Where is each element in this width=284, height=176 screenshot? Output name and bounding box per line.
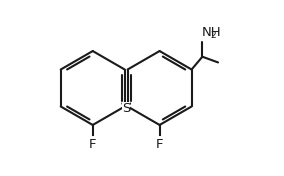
Text: F: F <box>89 138 97 151</box>
Text: S: S <box>122 102 130 115</box>
Text: NH: NH <box>201 26 221 39</box>
Text: 2: 2 <box>210 31 216 40</box>
Text: F: F <box>156 138 163 151</box>
